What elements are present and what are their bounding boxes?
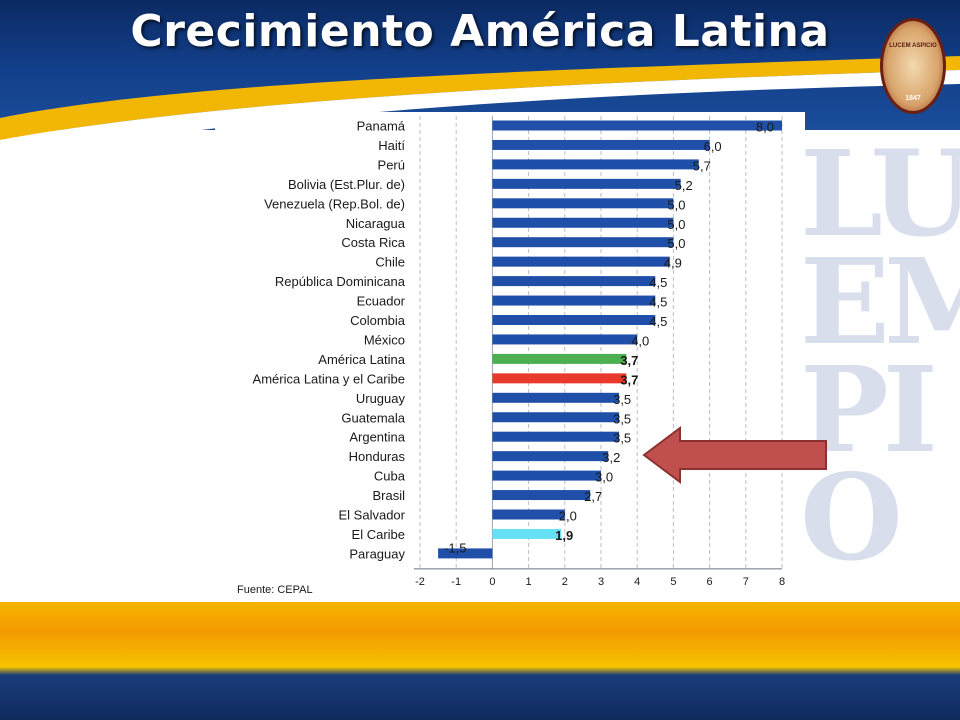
bar	[492, 451, 609, 462]
bar	[492, 295, 656, 306]
arrow-left-icon	[642, 426, 827, 484]
bar	[492, 392, 620, 403]
value-label: 4,5	[649, 295, 667, 310]
category-label: Colombia	[350, 313, 406, 328]
value-label: 2,7	[584, 489, 602, 504]
value-label: 5,0	[667, 236, 685, 251]
bar	[492, 334, 638, 345]
bar	[492, 120, 782, 131]
value-label: 5,7	[693, 158, 711, 173]
slide-title: Crecimiento América Latina	[130, 6, 830, 57]
category-label: Panamá	[357, 119, 406, 134]
value-label: 4,0	[631, 333, 649, 348]
category-label: Brasil	[372, 488, 405, 503]
university-seal-icon: LUCEM ASPICIO 1847	[880, 18, 946, 114]
value-label: 3,2	[602, 450, 620, 465]
bar	[492, 431, 620, 442]
x-tick-label: -1	[451, 576, 461, 588]
category-label: Venezuela (Rep.Bol. de)	[264, 196, 405, 211]
bar	[492, 315, 656, 325]
bar-chart: -2 -1 0 1 2 3 4 5 6 7 8 Panamá 8,0 Haití 6,0 Perú 5,7 Bol…	[237, 116, 785, 596]
x-tick-label: 2	[562, 576, 568, 588]
bar	[492, 159, 699, 170]
bar	[492, 217, 674, 228]
bar	[492, 178, 681, 189]
bar	[492, 490, 591, 501]
x-tick-label: 3	[598, 576, 604, 588]
category-label: Uruguay	[356, 391, 406, 406]
category-label: Honduras	[349, 449, 406, 464]
category-label: El Caribe	[352, 527, 405, 542]
category-label: República Dominicana	[275, 274, 406, 289]
header-swoosh	[0, 56, 960, 160]
seal-motto: LUCEM ASPICIO	[889, 43, 937, 49]
chart-panel: -2 -1 0 1 2 3 4 5 6 7 8 Panamá 8,0 Haití 6,0 Perú 5,7 Bol…	[215, 112, 805, 602]
category-label: América Latina	[318, 352, 405, 367]
bar	[492, 528, 562, 539]
category-label: México	[364, 332, 405, 347]
bar	[492, 470, 601, 481]
x-tick-label: 1	[526, 576, 532, 588]
x-tick-label: 7	[743, 576, 749, 588]
bar	[492, 139, 710, 150]
bar	[492, 198, 674, 209]
bar	[492, 412, 620, 423]
bar	[438, 548, 493, 559]
value-label: 6,0	[704, 139, 722, 154]
value-label: 4,5	[649, 314, 667, 329]
category-label: Costa Rica	[341, 235, 405, 250]
bar	[492, 373, 627, 384]
x-tick-label: 8	[779, 576, 785, 588]
bar	[492, 276, 656, 287]
category-label: Paraguay	[349, 546, 405, 561]
value-label: 3,0	[595, 470, 613, 485]
value-label: 4,9	[664, 256, 682, 271]
value-label: 2,0	[559, 509, 577, 524]
seal-year: 1847	[905, 95, 921, 102]
x-tick-label: 4	[634, 576, 640, 588]
category-label: Haití	[378, 138, 405, 153]
x-tick-label: -2	[415, 576, 425, 588]
value-label: 8,0	[756, 120, 774, 135]
x-tick-label: 5	[670, 576, 676, 588]
x-tick-label: 0	[489, 576, 495, 588]
value-label: 5,0	[667, 217, 685, 232]
category-label: Chile	[375, 255, 405, 270]
category-label: El Salvador	[339, 508, 406, 523]
value-label: -1,5	[444, 540, 466, 555]
value-label: 5,2	[675, 178, 693, 193]
bar	[492, 509, 565, 520]
category-label: Nicaragua	[346, 216, 406, 231]
bar	[492, 353, 627, 364]
x-tick-label: 6	[707, 576, 713, 588]
category-label: Guatemala	[341, 410, 405, 425]
value-label: 3,7	[620, 353, 638, 368]
bar	[492, 237, 674, 248]
value-label: 4,5	[649, 275, 667, 290]
footer-band	[0, 602, 960, 720]
value-label: 3,5	[613, 411, 631, 426]
value-label: 3,7	[620, 372, 638, 387]
source-note: Fuente: CEPAL	[237, 584, 313, 596]
category-label: América Latina y el Caribe	[253, 371, 405, 386]
category-label: Cuba	[374, 469, 406, 484]
category-label: Bolivia (Est.Plur. de)	[288, 177, 405, 192]
value-label: 3,5	[613, 431, 631, 446]
category-label: Argentina	[349, 430, 405, 445]
category-label: Perú	[378, 157, 405, 172]
bar	[492, 256, 670, 267]
value-label: 3,5	[613, 392, 631, 407]
category-label: Ecuador	[357, 294, 406, 309]
value-label: 5,0	[667, 197, 685, 212]
value-label: 1,9	[555, 528, 573, 543]
watermark: LU EM PI O	[800, 140, 960, 587]
